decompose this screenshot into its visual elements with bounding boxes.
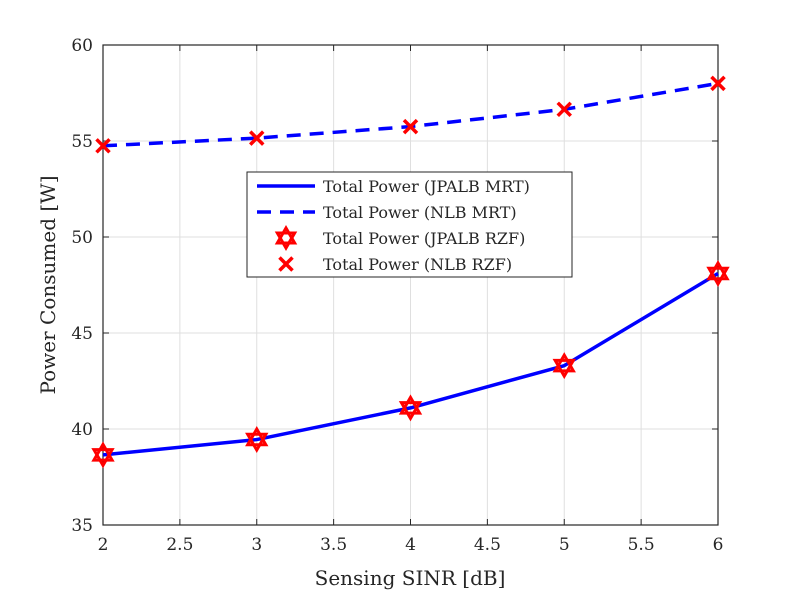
- x-tick-label: 3.5: [320, 535, 347, 555]
- legend-label: Total Power (JPALB RZF): [323, 229, 525, 248]
- y-tick-label: 45: [71, 324, 93, 344]
- y-tick-label: 55: [71, 132, 93, 152]
- hexagram-triangle: [274, 231, 298, 252]
- legend-label: Total Power (NLB RZF): [323, 255, 512, 274]
- series-4-point: [556, 101, 572, 118]
- ticks: 2 2.5 3 3.5 4 4.5 5 5.5 6 35 40 45 50 55 60: [71, 36, 723, 555]
- series-3-point: [91, 441, 115, 469]
- legend-label: Total Power (NLB MRT): [323, 203, 517, 222]
- x-stroke: [556, 101, 572, 118]
- legend-marker-sample: [274, 224, 298, 252]
- hexagram-triangle: [706, 266, 730, 287]
- hexagram-triangle: [552, 358, 576, 380]
- series-markers: [91, 75, 730, 469]
- legend-label: Total Power (JPALB MRT): [323, 177, 530, 196]
- hexagram-triangle: [245, 432, 269, 454]
- hexagram-triangle: [398, 401, 423, 422]
- hexagram-triangle: [91, 448, 115, 469]
- series-4-point: [710, 75, 726, 92]
- series-1-line: [102, 271, 719, 457]
- hexagram-triangle: [398, 394, 423, 415]
- y-tick-label: 60: [71, 36, 93, 56]
- x-tick-label: 5.5: [628, 535, 655, 555]
- series-4-point: [402, 118, 419, 135]
- series-3-point: [245, 426, 269, 454]
- x-stroke: [278, 256, 294, 272]
- y-axis-title: Power Consumed [W]: [36, 175, 60, 394]
- hexagram-triangle: [706, 259, 730, 281]
- x-stroke: [95, 138, 111, 154]
- hexagram-triangle: [91, 441, 115, 462]
- y-tick-label: 35: [71, 516, 93, 536]
- series-3-point: [398, 394, 423, 422]
- grid: [103, 45, 718, 525]
- x-tick-label: 4.5: [474, 535, 501, 555]
- x-stroke: [710, 75, 726, 92]
- x-axis-title: Sensing SINR [dB]: [315, 566, 506, 590]
- x-tick-label: 4: [405, 535, 416, 555]
- legend: Total Power (JPALB MRT) Total Power (NLB …: [246, 171, 573, 278]
- legend-marker-sample: [278, 256, 294, 272]
- x-stroke: [249, 130, 265, 146]
- hexagram-triangle: [552, 352, 576, 373]
- x-stroke: [402, 118, 419, 135]
- legend-box: [246, 171, 573, 278]
- series-4-point: [249, 130, 265, 146]
- series-3-point: [706, 259, 730, 287]
- x-tick-label: 3: [251, 535, 262, 555]
- series-3-point: [552, 352, 576, 380]
- y-tick-label: 50: [71, 228, 93, 248]
- x-tick-label: 2.5: [166, 535, 193, 555]
- series-4-point: [95, 138, 111, 154]
- hexagram-triangle: [245, 426, 269, 447]
- x-tick-label: 6: [713, 535, 724, 555]
- y-tick-label: 40: [71, 420, 93, 440]
- x-tick-label: 2: [98, 535, 109, 555]
- x-tick-label: 5: [559, 535, 570, 555]
- hexagram-triangle: [274, 224, 298, 245]
